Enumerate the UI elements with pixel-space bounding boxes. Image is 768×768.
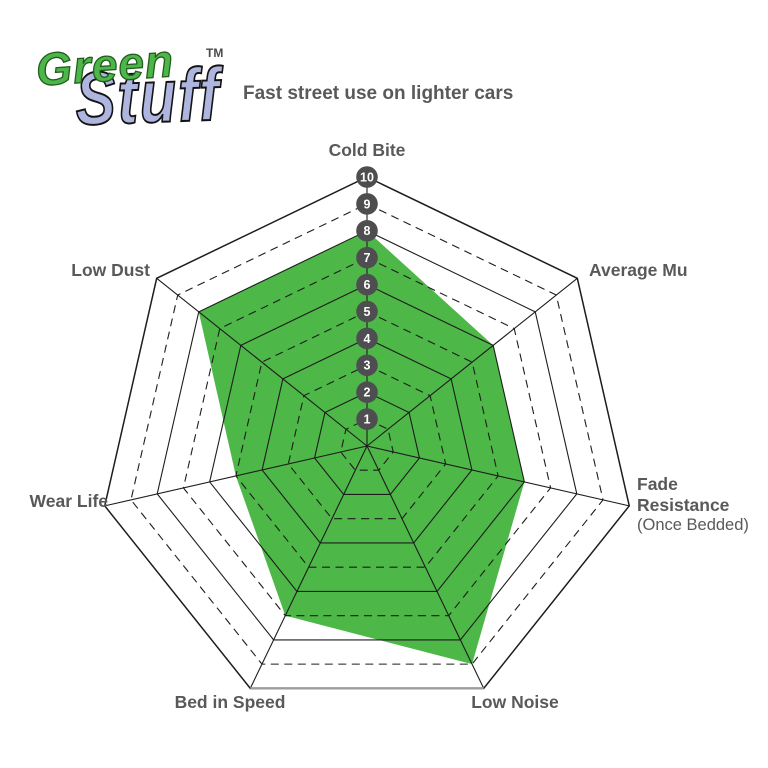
scale-badge bbox=[356, 300, 378, 323]
grid-ring bbox=[287, 364, 447, 520]
scale-badge bbox=[356, 408, 378, 430]
axis-line bbox=[249, 445, 368, 689]
scale-badge-number: 9 bbox=[364, 197, 371, 211]
scale-badge bbox=[356, 193, 378, 215]
axis-label-bed-in-speed: Bed in Speed bbox=[174, 692, 286, 712]
axis-label-average-mu: Average Mu bbox=[589, 260, 688, 280]
scale-badge bbox=[356, 381, 378, 404]
grid-ring bbox=[209, 283, 525, 592]
scale-badge-number: 3 bbox=[364, 359, 371, 373]
grid-ring bbox=[182, 257, 552, 617]
axis-line bbox=[366, 277, 578, 447]
axis-label-wear-life: Wear Life bbox=[29, 491, 108, 511]
chart-subtitle: Fast street use on lighter cars bbox=[243, 83, 514, 104]
trademark-symbol: TM bbox=[206, 46, 224, 60]
scale-badge bbox=[356, 220, 378, 242]
axis-label-fade-resistance: Fade Resistance (Once Bedded) bbox=[637, 474, 749, 536]
scale-badge bbox=[356, 354, 378, 377]
scale-badge bbox=[356, 166, 378, 188]
grid-ring bbox=[130, 203, 604, 665]
axis-line bbox=[366, 445, 630, 507]
axis-line bbox=[104, 445, 368, 507]
axis-line bbox=[156, 277, 368, 447]
fade-label-line1: Fade bbox=[637, 474, 678, 494]
fade-label-line3: (Once Bedded) bbox=[637, 516, 749, 534]
scale-badge-number: 8 bbox=[364, 224, 371, 238]
axis-line bbox=[366, 445, 485, 689]
scale-badge-number: 4 bbox=[364, 332, 371, 346]
greenstuff-logo: Stuff Green TM bbox=[34, 30, 264, 170]
scale-badge bbox=[356, 327, 378, 350]
scale-badge-number: 1 bbox=[364, 413, 371, 427]
scale-badge-number: 2 bbox=[364, 386, 371, 400]
axis-label-low-noise: Low Noise bbox=[471, 692, 559, 712]
scale-badge-number: 7 bbox=[364, 251, 371, 265]
scale-badge bbox=[356, 273, 378, 296]
grid-ring bbox=[261, 337, 473, 544]
scale-badge-number: 5 bbox=[364, 305, 371, 319]
axis-label-cold-bite: Cold Bite bbox=[328, 140, 406, 160]
grid-ring bbox=[235, 310, 499, 568]
scale-badge-number: 10 bbox=[360, 170, 374, 184]
grid-ring bbox=[156, 230, 578, 641]
fade-label-line2: Resistance bbox=[637, 494, 730, 515]
grid-ring bbox=[340, 418, 394, 471]
scale-badge bbox=[356, 246, 378, 269]
grid-ring bbox=[313, 391, 421, 496]
axis-label-low-dust: Low Dust bbox=[71, 260, 150, 280]
scale-badge-number: 6 bbox=[364, 278, 371, 292]
